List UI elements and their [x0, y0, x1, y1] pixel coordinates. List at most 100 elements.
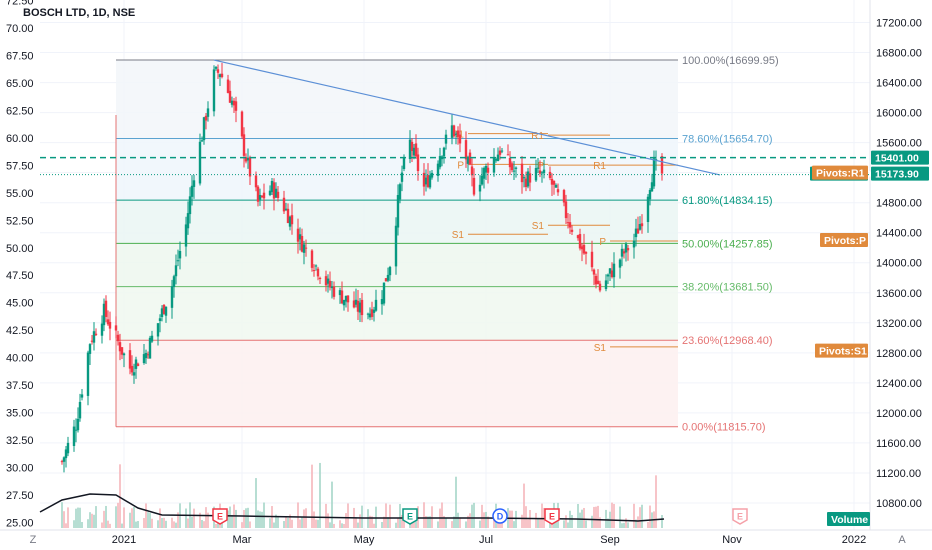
candle-body: [270, 181, 274, 193]
volume-bar: [163, 517, 165, 528]
earnings-icon: [212, 508, 228, 525]
fib-zone: [116, 286, 678, 341]
pivot-label: S1: [532, 221, 545, 232]
candle-body: [522, 177, 526, 179]
volume-bar: [455, 476, 457, 528]
candle-body: [442, 147, 446, 157]
candle-body: [186, 213, 190, 229]
volume-bar: [661, 515, 663, 528]
volume-bar: [329, 522, 331, 528]
candle-body: [142, 354, 146, 364]
volume-bar: [389, 504, 391, 528]
candle-body: [382, 282, 386, 304]
volume-ma-line: [39, 493, 665, 522]
candle-body: [146, 354, 150, 356]
zoom-button[interactable]: Z: [30, 534, 37, 546]
volume-bar: [549, 522, 551, 528]
event-marker[interactable]: E: [732, 508, 748, 525]
volume-bar: [273, 522, 275, 528]
last-close-badge-bg: [871, 166, 929, 181]
volume-bar: [187, 518, 189, 528]
candle-body: [340, 290, 344, 304]
volume-bar: [399, 504, 401, 528]
candle-body: [88, 344, 92, 354]
candle-body: [508, 158, 512, 168]
auto-scale-button[interactable]: A: [898, 534, 906, 546]
volume-bar: [101, 522, 103, 528]
volume-bar: [429, 516, 431, 528]
volume-bar: [73, 520, 75, 528]
candle-body: [528, 173, 532, 183]
candle-body: [648, 190, 652, 200]
event-marker[interactable]: D: [492, 508, 508, 524]
volume-bar: [541, 503, 543, 528]
dividend-icon: [492, 508, 508, 524]
left-axis-tick-label: 40.00: [6, 353, 34, 365]
volume-bar: [93, 514, 95, 528]
candle-body: [550, 178, 554, 185]
volume-bar: [263, 502, 265, 528]
candle-body: [610, 270, 614, 278]
volume-bar: [313, 511, 315, 528]
left-axis-tick-label: 30.00: [6, 463, 34, 475]
candle-body: [636, 228, 640, 234]
fib-level-label: 100.00%(16699.95): [682, 55, 779, 67]
candle-body: [470, 166, 474, 176]
volume-bar: [277, 517, 279, 528]
volume-bar: [597, 505, 599, 528]
candle-body: [62, 457, 66, 462]
volume-bar: [483, 512, 485, 528]
event-marker[interactable]: E: [212, 508, 228, 525]
candle-body: [622, 251, 626, 254]
candle-body: [246, 157, 250, 161]
candle-body: [612, 263, 616, 278]
volume-bar: [579, 512, 581, 528]
candle-body: [494, 159, 498, 161]
volume-bar: [241, 522, 243, 528]
volume-bar: [385, 503, 387, 528]
event-marker[interactable]: E: [402, 508, 418, 525]
volume-bar: [611, 502, 613, 528]
candle-body: [260, 196, 264, 198]
left-axis-tick-label: 67.50: [6, 50, 34, 62]
trendline[interactable]: [213, 59, 721, 176]
candle-body: [188, 196, 192, 215]
volume-bar: [585, 520, 587, 528]
candlestick-series: [60, 62, 664, 473]
volume-bar: [75, 508, 77, 528]
candle-body: [302, 244, 306, 253]
volume-bar: [91, 513, 93, 528]
volume-bar: [311, 464, 313, 528]
candle-body: [300, 235, 304, 252]
candle-body: [200, 140, 204, 142]
candle-body: [416, 154, 420, 172]
event-marker[interactable]: E: [544, 508, 560, 525]
volume-bar: [635, 519, 637, 528]
volume-bar: [527, 519, 529, 528]
right-axis-tick-label: 17200.00: [876, 18, 922, 30]
candle-body: [570, 229, 574, 232]
candle-body: [498, 150, 502, 155]
candle-body: [342, 299, 346, 306]
candle-body: [66, 442, 70, 454]
candle-body: [314, 265, 318, 267]
volume-bar: [77, 507, 79, 528]
candle-body: [214, 67, 218, 69]
volume-bar: [87, 519, 89, 528]
event-marker-label: E: [407, 512, 413, 522]
right-axis-tick-label: 13600.00: [876, 288, 922, 300]
candle-body: [244, 157, 248, 162]
volume-bar: [207, 512, 209, 528]
volume-bar: [231, 514, 233, 528]
candle-body: [368, 313, 372, 318]
candle-body: [330, 286, 334, 289]
left-axis-tick-label: 32.50: [6, 435, 34, 447]
volume-bar: [423, 502, 425, 528]
candle-body: [388, 266, 392, 276]
candle-body: [654, 159, 658, 161]
volume-bar: [305, 508, 307, 528]
volume-bar: [81, 521, 83, 528]
pivot-s1-badge-text: Pivots:S1: [819, 346, 867, 358]
